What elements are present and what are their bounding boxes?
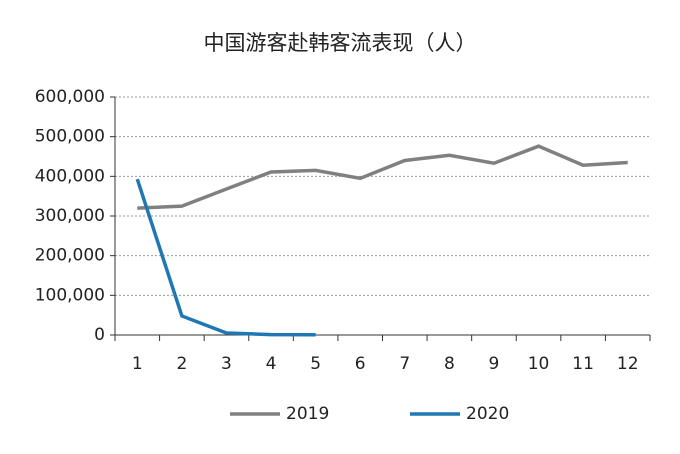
line-series [137, 144, 628, 210]
y-tick-label: 600,000 [35, 87, 105, 107]
legend-label: 2019 [286, 404, 329, 424]
y-tick-label: 400,000 [35, 166, 105, 186]
y-tick-label: 0 [94, 325, 105, 345]
x-tick-label: 11 [572, 354, 594, 374]
x-tick-label: 9 [489, 354, 500, 374]
chart-title: 中国游客赴韩客流表现（人） [204, 31, 477, 55]
x-tick-label: 10 [528, 354, 550, 374]
x-tick-label: 2 [176, 354, 187, 374]
x-tick-label: 6 [355, 354, 366, 374]
x-tick-label: 12 [617, 354, 639, 374]
x-tick-label: 1 [132, 354, 143, 374]
x-tick-label: 4 [266, 354, 277, 374]
legend-label: 2020 [466, 404, 509, 424]
y-tick-label: 500,000 [35, 127, 105, 147]
x-tick-label: 7 [399, 354, 410, 374]
y-tick-label: 200,000 [35, 246, 105, 266]
y-tick-label: 100,000 [35, 285, 105, 305]
x-tick-label: 8 [444, 354, 455, 374]
x-tick-label: 5 [310, 354, 321, 374]
x-tick-label: 3 [221, 354, 232, 374]
y-tick-label: 300,000 [35, 206, 105, 226]
line-series [135, 178, 316, 337]
